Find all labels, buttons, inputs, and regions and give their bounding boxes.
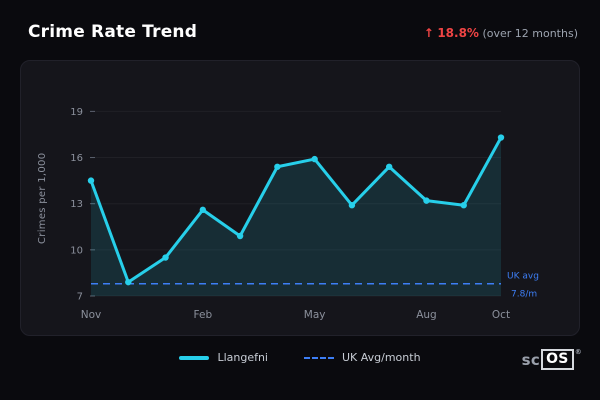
registered-mark-icon: ® bbox=[574, 347, 582, 356]
legend-label: UK Avg/month bbox=[342, 351, 421, 364]
page-title: Crime Rate Trend bbox=[28, 22, 198, 42]
svg-text:Oct: Oct bbox=[492, 309, 510, 321]
logo-prefix: sc bbox=[521, 350, 541, 369]
svg-text:UK avg: UK avg bbox=[507, 272, 539, 282]
svg-text:Nov: Nov bbox=[81, 309, 102, 321]
legend-item-llangefni[interactable]: Llangefni bbox=[179, 351, 268, 364]
uk-avg-dashed-swatch-icon bbox=[304, 356, 334, 359]
svg-text:May: May bbox=[304, 309, 326, 321]
svg-text:7.8/m: 7.8/m bbox=[511, 290, 537, 300]
legend-item-uk-avg[interactable]: UK Avg/month bbox=[304, 351, 421, 364]
chart-legend: Llangefni UK Avg/month bbox=[0, 351, 600, 364]
svg-text:19: 19 bbox=[70, 107, 83, 118]
svg-text:Feb: Feb bbox=[194, 309, 213, 321]
svg-text:16: 16 bbox=[70, 153, 83, 164]
header: Crime Rate Trend ↑ 18.8% (over 12 months… bbox=[28, 22, 578, 42]
y-axis-label: Crimes per 1,000 bbox=[37, 152, 48, 245]
llangefni-line-swatch-icon bbox=[179, 355, 210, 360]
chart-card: Crimes per 1,000 7 10 13 16 19 Nov Feb May Aug Oc… bbox=[20, 60, 580, 336]
trend-stat: ↑ 18.8% (over 12 months) bbox=[424, 26, 578, 40]
trend-up-arrow-icon: ↑ bbox=[423, 26, 434, 40]
svg-text:7: 7 bbox=[77, 292, 83, 303]
svg-text:13: 13 bbox=[70, 199, 83, 210]
svg-text:Aug: Aug bbox=[416, 309, 437, 321]
trend-value: 18.8% bbox=[437, 26, 479, 40]
crime-rate-line-chart: 7 10 13 16 19 Nov Feb May Aug Oct UK avg 7.8/m bbox=[70, 107, 539, 321]
logo-box: OS bbox=[541, 349, 574, 370]
svg-text:10: 10 bbox=[70, 245, 83, 256]
legend-label: Llangefni bbox=[217, 351, 268, 364]
scos-logo: sc OS ® bbox=[521, 347, 582, 370]
trend-period: (over 12 months) bbox=[482, 27, 578, 40]
